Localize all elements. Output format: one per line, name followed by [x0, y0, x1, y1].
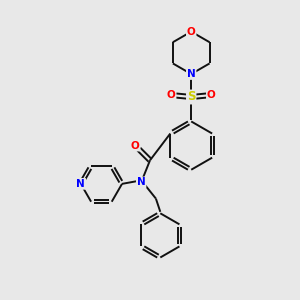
- Text: N: N: [137, 177, 146, 188]
- Text: O: O: [131, 141, 140, 151]
- Text: O: O: [187, 27, 196, 37]
- Text: N: N: [76, 179, 85, 189]
- Text: S: S: [187, 91, 196, 103]
- Text: N: N: [187, 69, 196, 79]
- Text: O: O: [207, 90, 216, 100]
- Text: O: O: [167, 90, 176, 100]
